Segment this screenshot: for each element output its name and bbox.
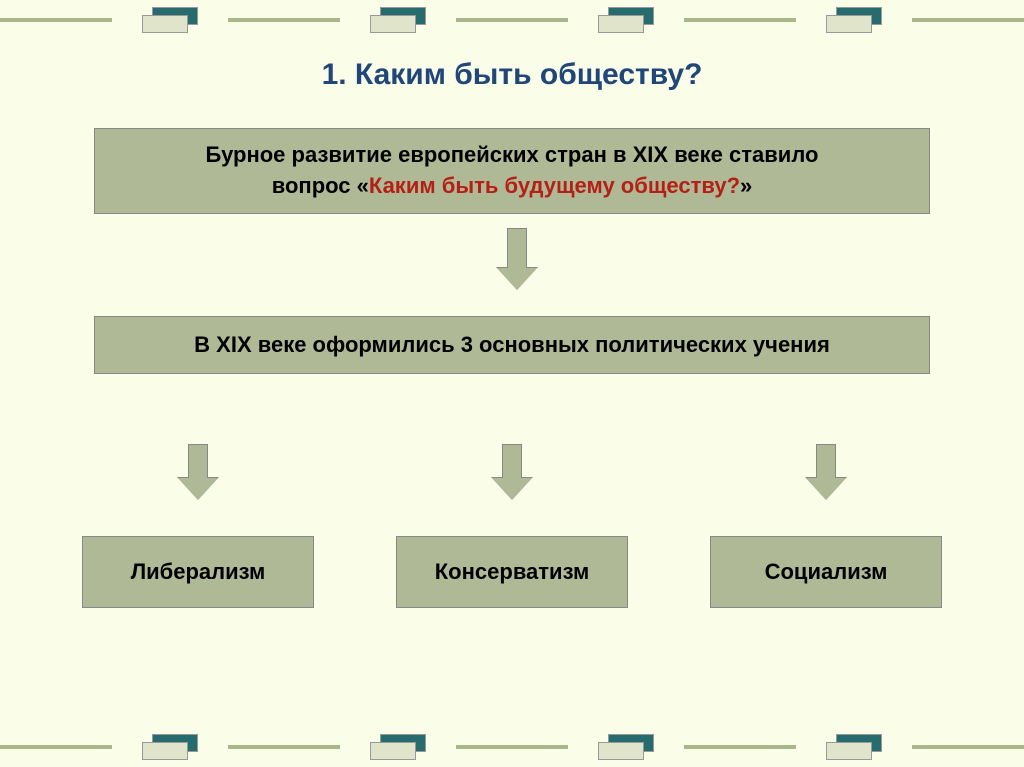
intro-line-1: Бурное развитие европейских стран в XIX …: [206, 140, 819, 171]
ideology-label: Консерватизм: [435, 557, 590, 588]
ideology-box-socialism: Социализм: [710, 536, 942, 608]
ideology-box-conservatism: Консерватизм: [396, 536, 628, 608]
rect-group: [370, 7, 426, 33]
bar-line: [456, 745, 568, 749]
rect-group: [142, 7, 198, 33]
slide-title: 1. Каким быть обществу?: [0, 58, 1024, 92]
intro-line-2-highlight: Каким быть будущему обществу?: [369, 173, 740, 198]
rect-group: [598, 734, 654, 760]
mid-box-text: В XIX веке оформились 3 основных политич…: [194, 330, 830, 361]
rect-group: [370, 734, 426, 760]
ideology-label: Либерализм: [131, 557, 266, 588]
arrow-down-icon: [178, 444, 218, 500]
ideology-label: Социализм: [765, 557, 888, 588]
decor-border-top: [0, 8, 1024, 32]
intro-line-2-prefix: вопрос «: [272, 173, 369, 198]
rect-group: [598, 7, 654, 33]
arrow-down-icon: [492, 444, 532, 500]
intro-line-2: вопрос «Каким быть будущему обществу?»: [272, 171, 753, 202]
arrow-down-icon: [806, 444, 846, 500]
bar-line: [0, 18, 112, 22]
mid-box: В XIX веке оформились 3 основных политич…: [94, 316, 930, 374]
bar-line: [684, 18, 796, 22]
bar-line: [684, 745, 796, 749]
bar-line: [228, 18, 340, 22]
bar-line: [912, 745, 1024, 749]
bar-line: [228, 745, 340, 749]
intro-box: Бурное развитие европейских стран в XIX …: [94, 128, 930, 214]
bar-line: [0, 745, 112, 749]
bar-line: [456, 18, 568, 22]
rect-group: [826, 734, 882, 760]
rect-group: [142, 734, 198, 760]
ideology-box-liberalism: Либерализм: [82, 536, 314, 608]
rect-group: [826, 7, 882, 33]
arrow-down-icon: [497, 228, 537, 290]
decor-border-bottom: [0, 735, 1024, 759]
intro-line-2-suffix: »: [740, 173, 752, 198]
bar-line: [912, 18, 1024, 22]
